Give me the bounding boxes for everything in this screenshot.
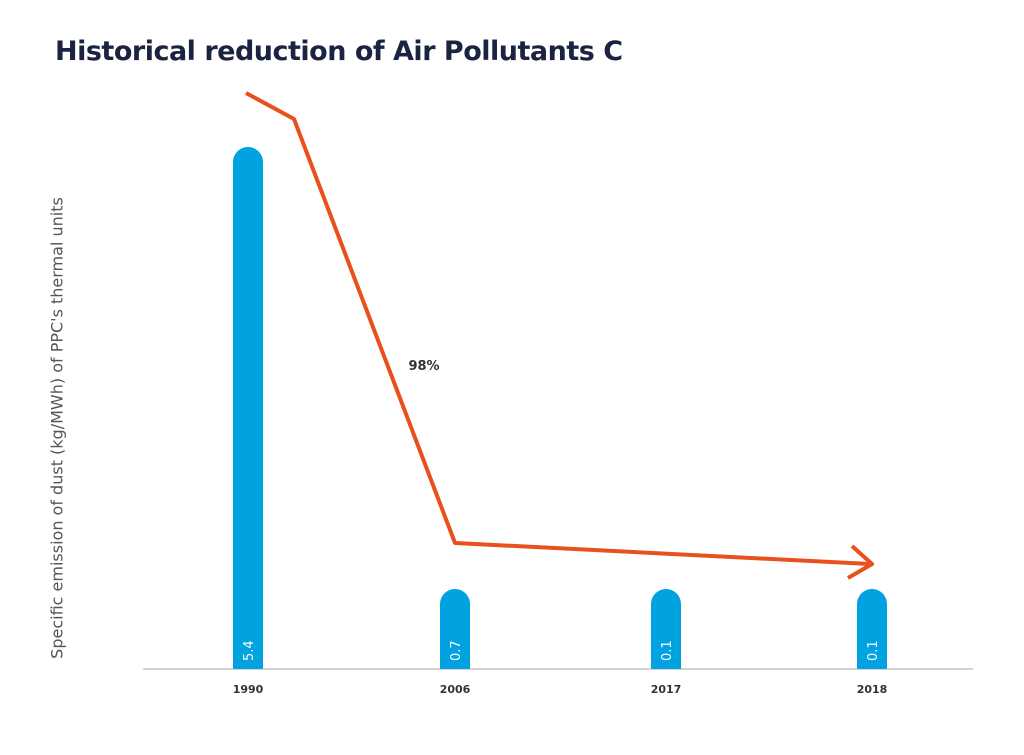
bar-base-1990 [233,654,263,669]
x-tick-label-1990: 1990 [233,683,264,696]
trend-arrow-line [245,91,871,566]
trend-arrow-head [846,544,874,580]
bar-2018 [857,589,887,669]
bar-value-label-2006: 0.7 [449,640,464,661]
reduction-annotation: 98% [408,359,439,374]
bar-value-label-2017: 0.1 [660,640,675,661]
chart-title: Historical reduction of Air Pollutants C [55,36,623,67]
bar-base-2017 [651,654,681,669]
bar-value-label-2018: 0.1 [866,640,881,661]
bar-base-2018 [857,654,887,669]
bar-2017 [651,589,681,669]
bar-2006 [440,589,470,669]
bar-value-label-1990: 5.4 [242,640,257,661]
x-tick-label-2006: 2006 [440,683,471,696]
bar-1990 [233,147,263,669]
x-tick-label-2017: 2017 [651,683,682,696]
bar-base-2006 [440,654,470,669]
x-tick-label-2018: 2018 [857,683,888,696]
